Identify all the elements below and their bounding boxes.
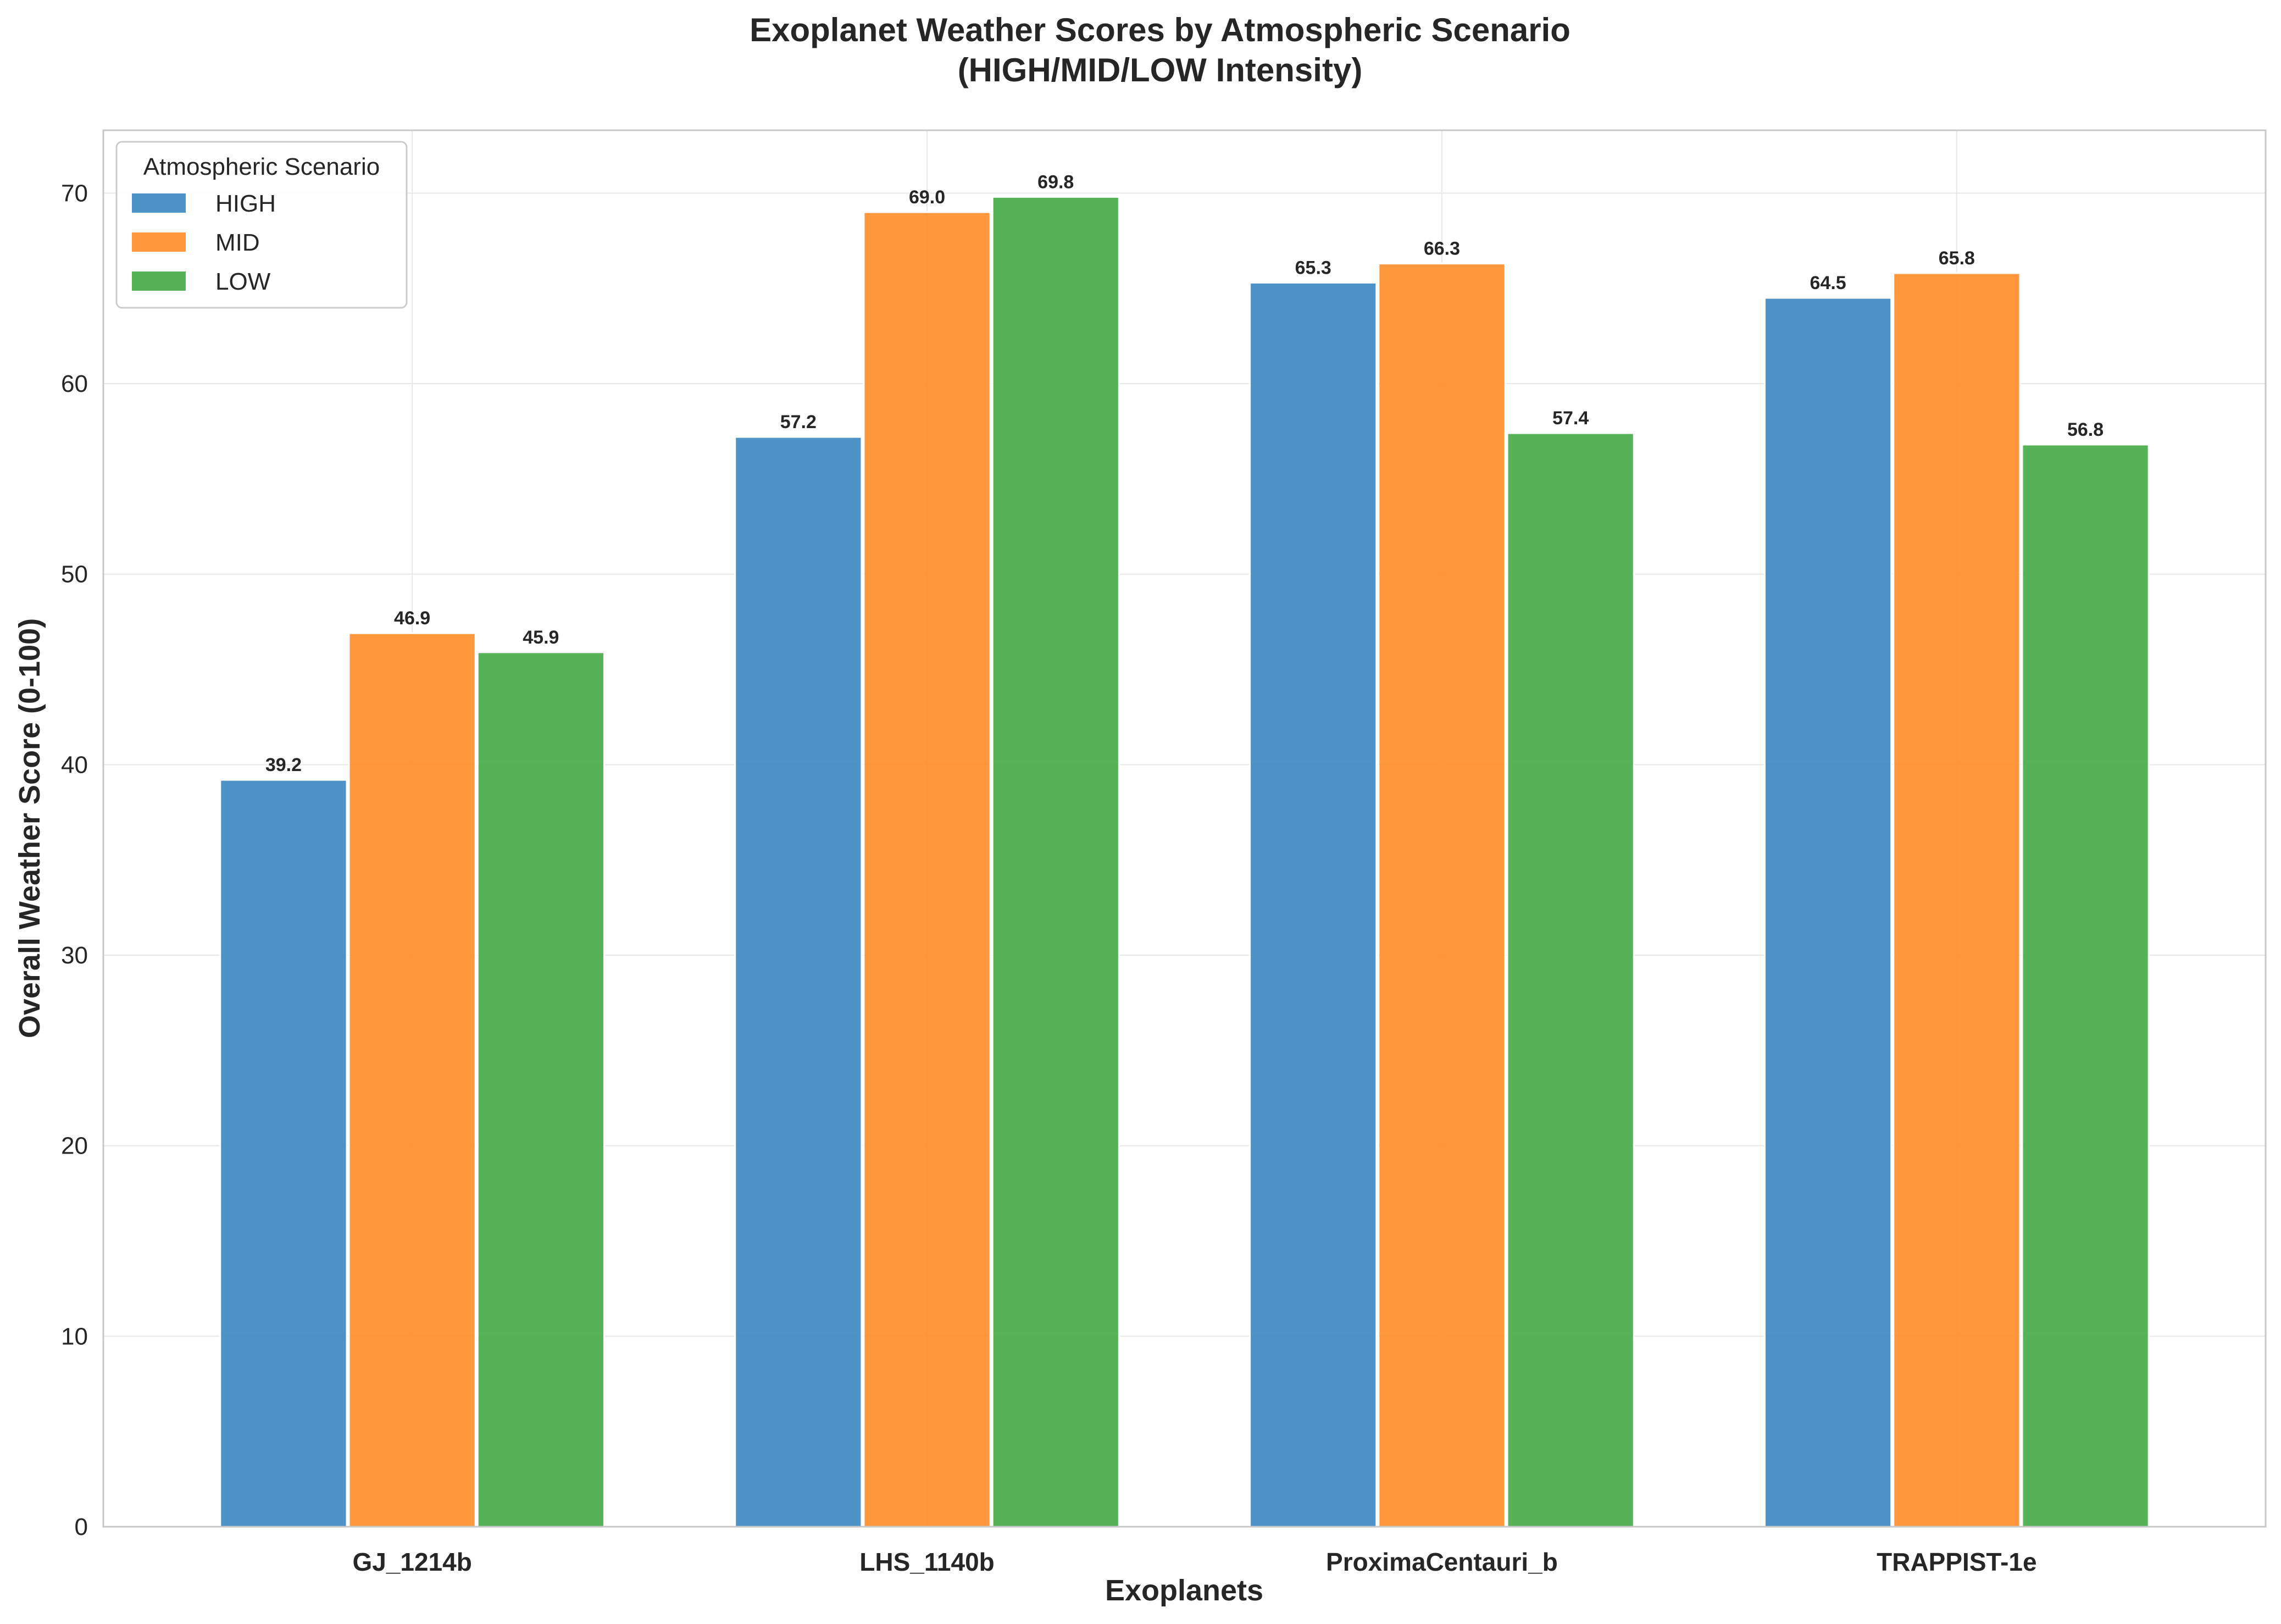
data-label: 46.9 [394, 608, 430, 629]
bar-high [734, 436, 863, 1528]
legend-swatch-mid [132, 232, 186, 252]
y-tick-label: 70 [61, 180, 88, 207]
x-axis-label: Exoplanets [1105, 1574, 1263, 1607]
y-tick-label: 10 [61, 1323, 88, 1350]
data-label: 39.2 [265, 755, 302, 775]
y-tick-label: 20 [61, 1133, 88, 1160]
x-tick-label: LHS_1140b [859, 1548, 994, 1576]
legend-box [115, 141, 408, 309]
legend-label-high: HIGH [215, 190, 276, 217]
data-label: 45.9 [523, 627, 559, 648]
bar-mid [863, 211, 991, 1528]
y-axis-label: Overall Weather Score (0-100) [13, 618, 46, 1038]
bar-low [991, 196, 1120, 1528]
bar-mid [1892, 272, 2021, 1528]
bars [219, 196, 2150, 1528]
data-label: 65.8 [1939, 248, 1975, 269]
x-axis-ticks: GJ_1214b LHS_1140b ProximaCentauri_b TRAPPI… [352, 1548, 2036, 1576]
bar-high [1764, 297, 1892, 1528]
y-tick-label: 60 [61, 370, 88, 397]
bar-mid [1378, 263, 1506, 1528]
y-tick-label: 50 [61, 561, 88, 588]
data-label: 69.0 [909, 187, 945, 208]
bar-low [2021, 444, 2150, 1528]
x-tick-label: TRAPPIST-1e [1877, 1548, 2036, 1576]
y-tick-label: 0 [75, 1514, 88, 1540]
bar-mid [348, 632, 476, 1528]
bar-low [1506, 432, 1635, 1528]
data-label: 69.8 [1037, 171, 1074, 192]
data-label: 57.2 [780, 412, 817, 433]
chart-title-line2: (HIGH/MID/LOW Intensity) [958, 52, 1363, 88]
legend-label-mid: MID [215, 229, 260, 256]
y-axis-ticks: 0 10 20 30 40 50 60 70 [61, 180, 88, 1540]
legend-items: HIGH MID LOW [132, 190, 276, 295]
data-label: 56.8 [2067, 419, 2104, 440]
legend-title: Atmospheric Scenario [143, 153, 380, 180]
data-label: 66.3 [1424, 239, 1460, 259]
x-tick-label: ProximaCentauri_b [1326, 1548, 1558, 1576]
data-label: 57.4 [1552, 408, 1589, 429]
data-label: 64.5 [1810, 273, 1846, 293]
y-tick-label: 40 [61, 751, 88, 778]
legend-swatch-high [132, 193, 186, 213]
bar-low [476, 651, 605, 1528]
plot-frame [102, 129, 2267, 1528]
legend-swatch-low [132, 271, 186, 291]
chart-title-line1: Exoplanet Weather Scores by Atmospheric … [750, 12, 1570, 48]
x-tick-label: GJ_1214b [352, 1548, 471, 1576]
y-tick-label: 30 [61, 942, 88, 969]
bar-high [219, 779, 348, 1528]
data-label: 65.3 [1295, 257, 1331, 278]
data-labels: 39.2 57.2 65.3 64.5 46.9 69.0 66.3 65.8 45.9 69.8… [265, 171, 2104, 775]
legend-label-low: LOW [215, 268, 271, 295]
bar-high [1249, 281, 1378, 1528]
legend: Atmospheric Scenario HIGH MID LOW [115, 141, 408, 309]
